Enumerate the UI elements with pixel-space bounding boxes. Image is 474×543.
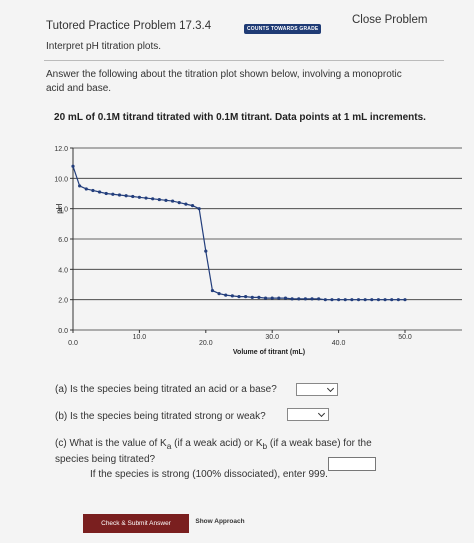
data-point [137, 195, 141, 199]
submit-button[interactable]: Check & Submit Answer [83, 514, 189, 533]
data-point [310, 297, 314, 301]
close-problem[interactable]: Close Problem [352, 14, 428, 26]
x-tick-label: 50.0 [398, 334, 412, 341]
question-c-note: If the species is strong (100% dissociat… [90, 469, 328, 480]
data-point [144, 196, 148, 200]
data-point [363, 298, 367, 302]
data-point [270, 296, 274, 300]
data-point [204, 249, 208, 253]
data-point [250, 295, 254, 299]
question-c-text: (c) What is the value of K [55, 438, 167, 449]
data-point [290, 297, 294, 301]
data-point [184, 202, 188, 206]
subscript: a [166, 441, 172, 451]
data-point [224, 293, 228, 297]
y-tick-label: 8.0 [58, 207, 68, 214]
x-axis-label: Volume of titrant (mL) [233, 349, 305, 356]
data-point [124, 194, 128, 198]
data-point [197, 207, 201, 211]
question-c: (c) What is the value of Ka (if a weak a… [55, 437, 385, 467]
data-point [330, 298, 334, 302]
y-tick-label: 2.0 [58, 298, 68, 305]
data-point [91, 188, 95, 193]
data-point [210, 288, 215, 293]
question-a: (a) Is the species being titrated an aci… [55, 384, 277, 395]
answer-c-input[interactable] [328, 457, 376, 471]
data-point [257, 295, 261, 299]
answer-a-select[interactable] [296, 383, 338, 396]
problem-subtitle: Interpret pH titration plots. [46, 41, 162, 52]
data-point [71, 164, 75, 168]
data-point [131, 194, 135, 199]
data-point [317, 297, 321, 301]
chart: 20 mL of 0.1M titrand titrated with 0.1M… [54, 112, 462, 356]
approach-button[interactable]: Show Approach [195, 518, 245, 525]
data-point [117, 193, 122, 197]
y-axis-label: pH [55, 203, 64, 213]
data-point [263, 296, 268, 300]
y-tick-label: 6.0 [58, 237, 68, 244]
data-point [383, 298, 387, 302]
data-point [157, 197, 161, 202]
y-tick-label: 0.0 [58, 328, 68, 335]
question-b: (b) Is the species being titrated strong… [55, 411, 266, 422]
data-point [376, 298, 381, 302]
y-tick-label: 4.0 [58, 267, 68, 274]
data-point [171, 199, 175, 203]
data-point [337, 298, 341, 302]
x-tick-label: 10.0 [133, 334, 147, 341]
data-point [370, 298, 374, 302]
question-c-text: (if a weak base) for the species being t… [55, 438, 372, 465]
data-point [343, 298, 347, 302]
x-tick-label: 0.0 [68, 340, 78, 347]
question-c-text: (if a weak acid) or K [171, 438, 263, 449]
y-tick-label: 10.0 [54, 176, 68, 183]
data-point [303, 297, 307, 301]
data-point [283, 296, 288, 300]
data-point [151, 197, 155, 201]
data-point [217, 292, 221, 296]
data-point [237, 295, 241, 299]
data-point [244, 295, 248, 299]
data-point [390, 298, 394, 302]
subscript: b [262, 441, 268, 451]
data-point [190, 204, 195, 208]
data-line [72, 166, 405, 301]
data-point [230, 294, 234, 298]
data-point [396, 298, 400, 302]
x-tick-label: 20.0 [199, 340, 213, 347]
y-tick-label: 12.0 [54, 146, 68, 153]
data-point [277, 296, 281, 300]
data-point [104, 191, 108, 196]
data-point [78, 184, 82, 188]
answer-b-select[interactable] [287, 408, 329, 421]
data-point [111, 192, 115, 196]
data-point [97, 190, 102, 194]
grade-badge: COUNTS TOWARDS GRADE [244, 24, 322, 34]
data-point [177, 201, 181, 205]
x-tick-label: 30.0 [265, 334, 279, 341]
data-point [297, 297, 301, 301]
data-point [350, 298, 354, 302]
data-point [356, 298, 361, 302]
instructions: Answer the following about the titration… [46, 69, 402, 94]
data-point [164, 198, 168, 202]
problem-title: Tutored Practice Problem 17.3.4 [46, 20, 212, 32]
data-point [403, 298, 407, 302]
data-point [84, 187, 88, 191]
divider [44, 60, 444, 61]
x-tick-label: 40.0 [332, 340, 346, 347]
chart-title: 20 mL of 0.1M titrand titrated with 0.1M… [54, 112, 426, 123]
data-point [323, 298, 327, 302]
